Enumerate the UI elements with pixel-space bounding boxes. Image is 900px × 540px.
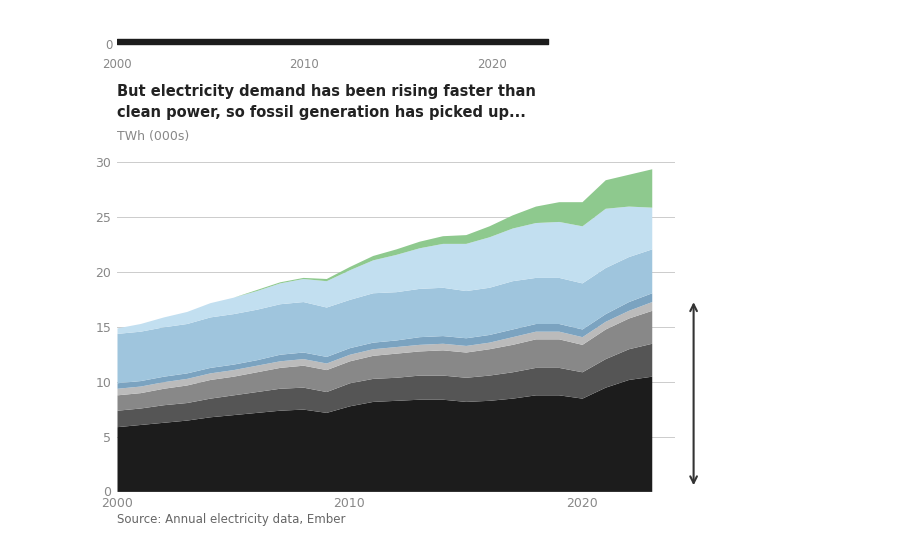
Text: But electricity demand has been rising faster than: But electricity demand has been rising f… — [117, 84, 536, 99]
Text: clean power, so fossil generation has picked up...: clean power, so fossil generation has pi… — [117, 105, 526, 120]
Text: TWh (000s): TWh (000s) — [117, 130, 189, 143]
Text: Source: Annual electricity data, Ember: Source: Annual electricity data, Ember — [117, 514, 346, 526]
